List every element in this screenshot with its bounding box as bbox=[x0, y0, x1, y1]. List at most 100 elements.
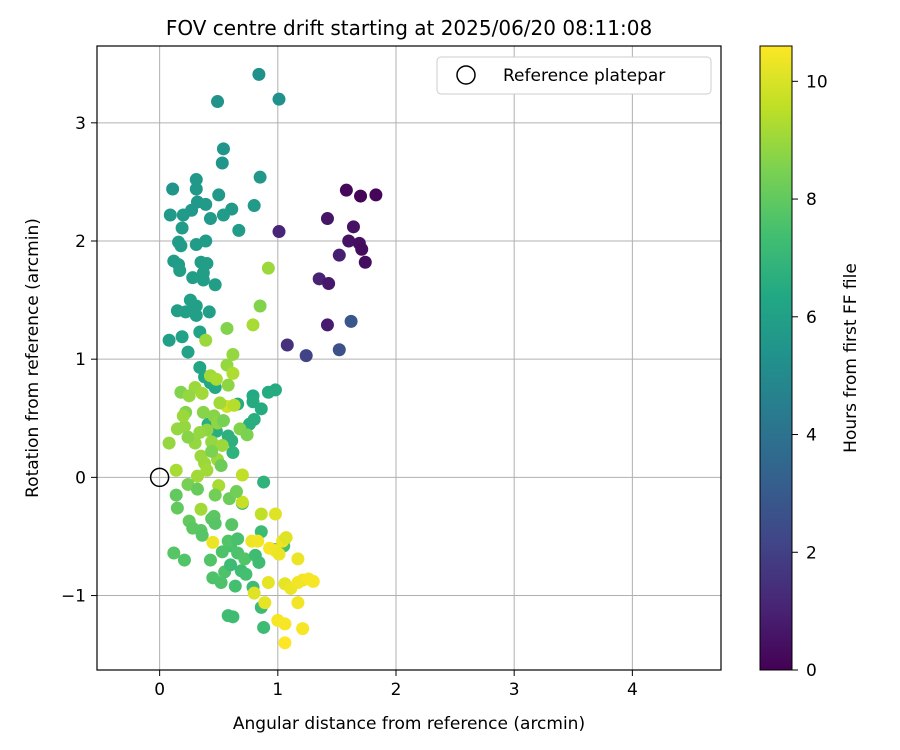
data-point bbox=[224, 558, 238, 572]
data-point bbox=[196, 273, 210, 287]
data-point bbox=[247, 199, 261, 213]
data-point bbox=[253, 299, 267, 313]
x-axis-label: Angular distance from reference (arcmin) bbox=[233, 714, 585, 734]
data-point bbox=[203, 553, 217, 567]
data-point bbox=[332, 343, 346, 357]
data-point bbox=[226, 446, 240, 460]
y-tick-label: 1 bbox=[75, 350, 86, 370]
data-point bbox=[182, 389, 196, 403]
data-point bbox=[254, 402, 268, 416]
data-point bbox=[208, 278, 222, 292]
data-point bbox=[268, 507, 282, 521]
data-point bbox=[296, 622, 310, 636]
legend: Reference platepar bbox=[436, 56, 712, 95]
data-point bbox=[208, 516, 222, 530]
data-point bbox=[235, 495, 249, 509]
data-point bbox=[257, 475, 271, 489]
x-tick-label: 4 bbox=[627, 680, 638, 700]
data-point bbox=[227, 398, 241, 412]
data-point bbox=[190, 469, 204, 483]
data-point bbox=[199, 333, 213, 347]
data-point bbox=[175, 221, 189, 235]
data-point bbox=[208, 488, 222, 502]
data-point bbox=[226, 366, 240, 380]
data-point bbox=[252, 67, 266, 81]
data-point bbox=[189, 173, 203, 187]
data-point bbox=[322, 277, 336, 291]
data-point bbox=[291, 596, 305, 610]
data-point bbox=[202, 305, 216, 319]
y-tick-label: 0 bbox=[75, 468, 86, 488]
x-tick-label: 0 bbox=[154, 680, 165, 700]
reference-platepar-marker bbox=[149, 467, 170, 488]
data-point bbox=[248, 548, 262, 562]
data-point bbox=[209, 372, 223, 386]
data-point bbox=[369, 188, 383, 202]
data-point bbox=[214, 459, 228, 473]
plot-area-frame bbox=[96, 45, 722, 671]
data-point bbox=[339, 183, 353, 197]
colorbar-tick-label: 6 bbox=[806, 308, 817, 328]
data-point bbox=[320, 212, 334, 226]
data-point bbox=[166, 182, 180, 196]
colorbar-ticks: 0 2 4 6 8 10 bbox=[792, 72, 828, 681]
data-point bbox=[221, 378, 235, 392]
data-point bbox=[320, 318, 334, 332]
x-tick-label: 1 bbox=[272, 680, 283, 700]
data-point bbox=[195, 386, 209, 400]
y-axis-label: Rotation from reference (arcmin) bbox=[23, 218, 43, 498]
colorbar bbox=[759, 45, 793, 671]
data-point bbox=[228, 579, 242, 593]
y-tick-label: 2 bbox=[75, 232, 86, 252]
data-point bbox=[261, 576, 275, 590]
data-point bbox=[272, 92, 286, 106]
data-point bbox=[272, 225, 286, 239]
data-point bbox=[254, 507, 268, 521]
data-point bbox=[190, 482, 204, 496]
data-point bbox=[216, 142, 230, 156]
data-point bbox=[176, 409, 190, 423]
data-point bbox=[221, 429, 235, 443]
data-point bbox=[231, 532, 245, 546]
data-point bbox=[211, 95, 225, 109]
data-point bbox=[355, 242, 369, 256]
legend-box bbox=[436, 56, 712, 95]
data-point bbox=[214, 576, 228, 590]
data-point bbox=[177, 553, 191, 567]
data-point bbox=[213, 396, 227, 410]
data-point bbox=[174, 239, 188, 253]
data-point bbox=[232, 223, 246, 237]
data-point bbox=[358, 255, 372, 269]
data-point bbox=[205, 435, 219, 449]
data-point bbox=[272, 547, 286, 561]
data-point bbox=[193, 425, 207, 439]
data-point bbox=[195, 528, 209, 542]
data-point bbox=[216, 208, 230, 222]
data-point bbox=[226, 610, 240, 624]
y-tick-label: 3 bbox=[75, 114, 86, 134]
data-point bbox=[216, 414, 230, 428]
data-point bbox=[344, 314, 358, 328]
colorbar-tick-label: 0 bbox=[806, 661, 817, 681]
data-point bbox=[247, 586, 261, 600]
data-point bbox=[194, 502, 208, 516]
colorbar-tick-label: 4 bbox=[806, 426, 817, 446]
data-point bbox=[229, 485, 243, 499]
data-point bbox=[306, 574, 320, 588]
data-point bbox=[246, 318, 260, 332]
data-point bbox=[173, 264, 187, 278]
data-point bbox=[205, 444, 219, 458]
data-point bbox=[342, 234, 356, 248]
data-point bbox=[162, 333, 176, 347]
data-point bbox=[170, 501, 184, 515]
data-points bbox=[162, 67, 383, 650]
data-point bbox=[206, 535, 220, 549]
data-point bbox=[235, 468, 249, 482]
data-point bbox=[240, 428, 254, 442]
data-point bbox=[200, 463, 214, 477]
data-point bbox=[332, 248, 346, 262]
data-point bbox=[196, 405, 210, 419]
data-point bbox=[279, 531, 293, 545]
data-point bbox=[177, 420, 191, 434]
